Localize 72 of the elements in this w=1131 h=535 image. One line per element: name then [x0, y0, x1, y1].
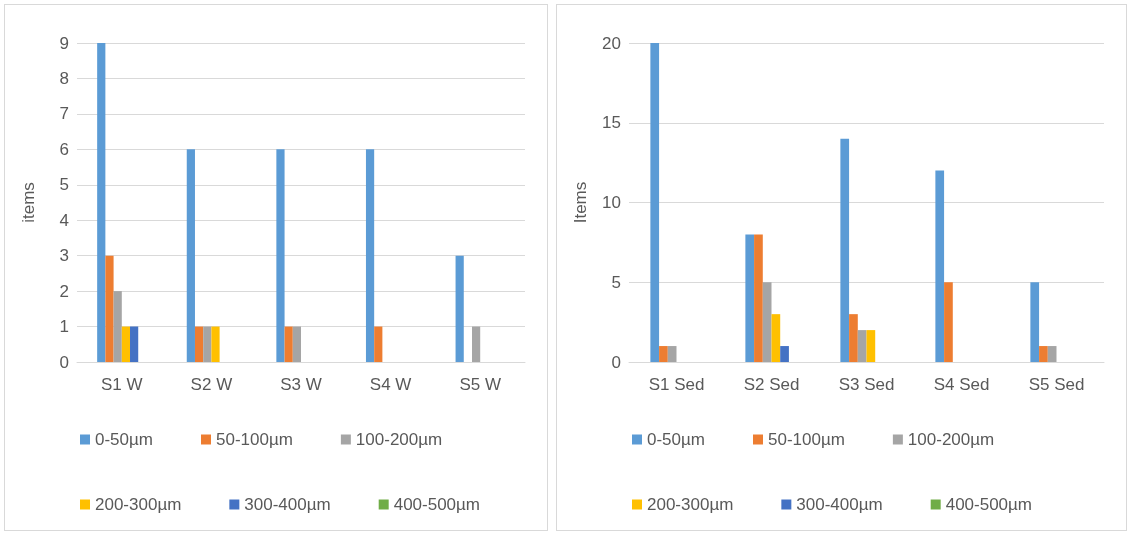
bar: [105, 255, 114, 362]
bar: [771, 314, 781, 362]
y-tick-label: 15: [602, 113, 621, 133]
bar: [113, 291, 122, 362]
y-tick-label: 7: [59, 104, 69, 124]
bar: [849, 314, 858, 362]
legend-label: 100-200µm: [355, 430, 443, 449]
x-tick-label: S3 W: [280, 375, 322, 394]
x-tick-label: S5 W: [459, 375, 501, 394]
y-tick-label: 20: [602, 33, 621, 53]
bar: [194, 326, 204, 362]
bar: [455, 255, 464, 362]
bar: [659, 346, 668, 362]
legend-label: 50-100µm: [215, 430, 293, 449]
y-tick-label: 1: [59, 317, 69, 337]
y-tick-label: 0: [611, 352, 621, 372]
legend-label: 200-300µm: [95, 495, 182, 514]
x-tick-label: S2 W: [190, 375, 233, 394]
y-tick-label: 5: [59, 175, 69, 195]
y-tick-label: 6: [59, 139, 69, 159]
x-tick-label: S2 Sed: [743, 375, 800, 394]
bar: [866, 330, 876, 362]
bar: [935, 170, 945, 362]
bar: [745, 234, 755, 362]
bar: [650, 43, 660, 362]
bar: [1047, 346, 1057, 362]
bar: [944, 282, 953, 362]
legend-label: 300-400µm: [244, 495, 331, 514]
bar: [667, 346, 677, 362]
bar: [1039, 346, 1048, 362]
bar: [762, 282, 772, 362]
bar: [186, 149, 195, 362]
bar: [1030, 282, 1040, 362]
y-tick-label: 0: [59, 352, 69, 372]
bar: [292, 326, 301, 362]
legend-label: 0-50µm: [95, 430, 153, 449]
legend-label: 0-50µm: [647, 430, 705, 449]
bar: [840, 138, 850, 362]
y-tick-label: 10: [602, 193, 621, 212]
legend-label: 50-100µm: [767, 430, 845, 449]
legend-label: 300-400µm: [796, 495, 883, 514]
bar: [211, 326, 220, 362]
bar: [97, 43, 106, 362]
y-tick-label: 8: [59, 68, 69, 88]
bar: [780, 346, 789, 362]
bar: [471, 326, 481, 362]
bar: [374, 326, 383, 362]
legend-label: 400-500µm: [945, 495, 1033, 514]
bar: [365, 149, 375, 362]
bar: [857, 330, 867, 362]
legend-label: 400-500µm: [393, 495, 481, 514]
x-tick-label: S1 Sed: [648, 375, 705, 394]
y-axis-title: items: [19, 182, 38, 223]
bar: [130, 326, 139, 362]
y-tick-label: 9: [59, 33, 69, 53]
y-tick-label: 3: [59, 246, 69, 266]
x-tick-label: S1 W: [101, 375, 143, 394]
legend-label: 100-200µm: [907, 430, 995, 449]
legend-label: 200-300µm: [647, 495, 734, 514]
x-tick-label: S4 W: [369, 375, 412, 394]
x-tick-label: S3 Sed: [838, 375, 895, 394]
bar: [121, 326, 131, 362]
bar: [276, 149, 285, 362]
y-tick-label: 2: [59, 281, 69, 301]
bar: [203, 326, 212, 362]
bar: [754, 234, 763, 362]
y-tick-label: 5: [611, 272, 621, 292]
bar: [284, 326, 293, 362]
y-axis-title: Items: [571, 181, 590, 224]
x-tick-label: S4 Sed: [933, 375, 990, 394]
y-tick-label: 4: [59, 210, 69, 230]
x-tick-label: S5 Sed: [1028, 375, 1085, 394]
